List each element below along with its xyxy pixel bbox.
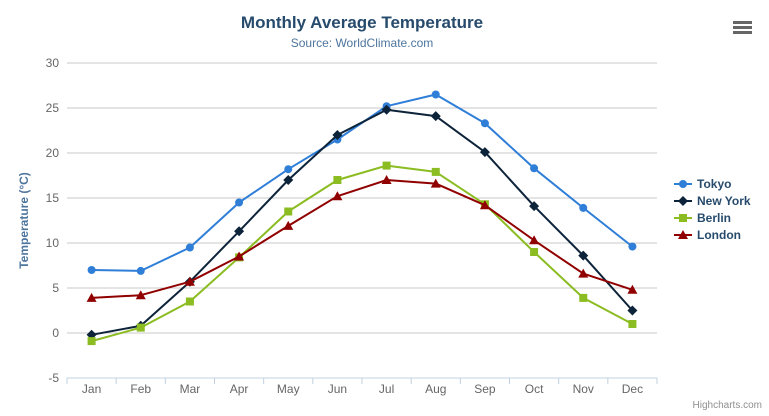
data-point-new-york[interactable] (627, 305, 638, 316)
data-point-new-york[interactable] (430, 111, 441, 122)
data-point-london[interactable] (529, 235, 540, 245)
x-tick-label: Oct (525, 382, 544, 396)
x-tick-label: Jan (82, 382, 101, 396)
y-axis-title: Temperature (°C) (17, 172, 31, 269)
x-tick-label: Mar (180, 382, 201, 396)
data-point-tokyo[interactable] (284, 165, 293, 174)
data-point-london[interactable] (135, 290, 146, 300)
x-tick-label: Apr (230, 382, 249, 396)
data-point-berlin[interactable] (579, 293, 588, 302)
y-tick-label: 30 (46, 56, 60, 70)
x-tick-label: Sep (474, 382, 496, 396)
x-tick-label: May (277, 382, 300, 396)
data-point-tokyo[interactable] (530, 164, 539, 173)
data-point-london[interactable] (283, 220, 294, 230)
data-point-new-york[interactable] (578, 250, 589, 261)
x-tick-label: Jul (379, 382, 394, 396)
data-point-tokyo[interactable] (480, 119, 489, 128)
data-point-london[interactable] (381, 175, 392, 184)
legend-item-tokyo[interactable]: Tokyo (674, 175, 751, 192)
data-point-berlin[interactable] (136, 323, 145, 332)
data-point-berlin[interactable] (284, 207, 293, 216)
data-point-london[interactable] (86, 292, 97, 302)
highcharts-credit-link[interactable]: Highcharts.com (692, 400, 762, 411)
chart-title: Monthly Average Temperature (240, 13, 484, 32)
series-line-berlin[interactable] (90, 164, 634, 343)
london-series-marker-icon (674, 229, 692, 239)
data-point-new-york[interactable] (479, 147, 490, 158)
data-point-london[interactable] (479, 200, 490, 210)
series-line-london[interactable] (90, 179, 634, 299)
y-tick-label: 10 (46, 236, 60, 250)
legend-item-berlin[interactable]: Berlin (674, 209, 751, 226)
y-tick-label: 0 (52, 326, 59, 340)
data-point-berlin[interactable] (185, 297, 194, 306)
x-tick-label: Nov (573, 382, 594, 396)
data-point-new-york[interactable] (381, 104, 392, 115)
data-point-london[interactable] (430, 178, 441, 188)
legend-item-london[interactable]: London (674, 226, 751, 243)
series-line-tokyo[interactable] (90, 93, 634, 272)
y-tick-label: 5 (52, 281, 59, 295)
legend: Tokyo New York Berlin London (674, 175, 751, 243)
data-point-tokyo[interactable] (431, 90, 440, 99)
series-line-new-york[interactable] (90, 108, 634, 336)
legend-label: Berlin (697, 210, 732, 225)
data-point-tokyo[interactable] (87, 266, 96, 274)
data-point-berlin[interactable] (382, 161, 391, 170)
new-york-series-marker-icon (674, 195, 692, 206)
data-point-berlin[interactable] (431, 167, 440, 176)
y-tick-label: 25 (46, 101, 60, 115)
data-point-london[interactable] (332, 191, 343, 201)
x-tick-label: Feb (130, 382, 151, 396)
data-point-berlin[interactable] (628, 320, 637, 328)
data-point-new-york[interactable] (529, 201, 540, 212)
data-point-london[interactable] (578, 268, 589, 278)
data-point-new-york[interactable] (283, 175, 294, 185)
data-point-berlin[interactable] (87, 337, 96, 346)
data-point-tokyo[interactable] (136, 266, 145, 275)
data-point-berlin[interactable] (333, 176, 342, 184)
x-tick-label: Aug (425, 382, 446, 396)
tokyo-series-marker-icon (674, 179, 692, 188)
legend-label: London (697, 227, 741, 242)
y-tick-label: 20 (46, 146, 60, 160)
data-point-london[interactable] (627, 284, 638, 294)
data-point-tokyo[interactable] (185, 243, 194, 252)
berlin-series-marker-icon (674, 213, 692, 222)
data-point-tokyo[interactable] (235, 198, 244, 207)
legend-item-new-york[interactable]: New York (674, 192, 751, 209)
data-point-tokyo[interactable] (628, 242, 637, 251)
y-tick-label: 15 (46, 191, 60, 205)
data-point-tokyo[interactable] (579, 203, 588, 212)
data-point-berlin[interactable] (530, 248, 539, 256)
data-point-london[interactable] (234, 251, 245, 261)
y-tick-label: -5 (48, 371, 59, 385)
legend-label: Tokyo (697, 176, 732, 191)
data-point-new-york[interactable] (234, 226, 245, 237)
data-point-new-york[interactable] (332, 130, 343, 140)
x-tick-label: Dec (622, 382, 643, 396)
legend-label: New York (697, 193, 751, 208)
x-tick-label: Jun (328, 382, 347, 396)
chart-context-menu-button[interactable] (731, 17, 755, 37)
chart-subtitle: Source: WorldClimate.com (290, 36, 434, 50)
data-point-london[interactable] (184, 276, 195, 286)
